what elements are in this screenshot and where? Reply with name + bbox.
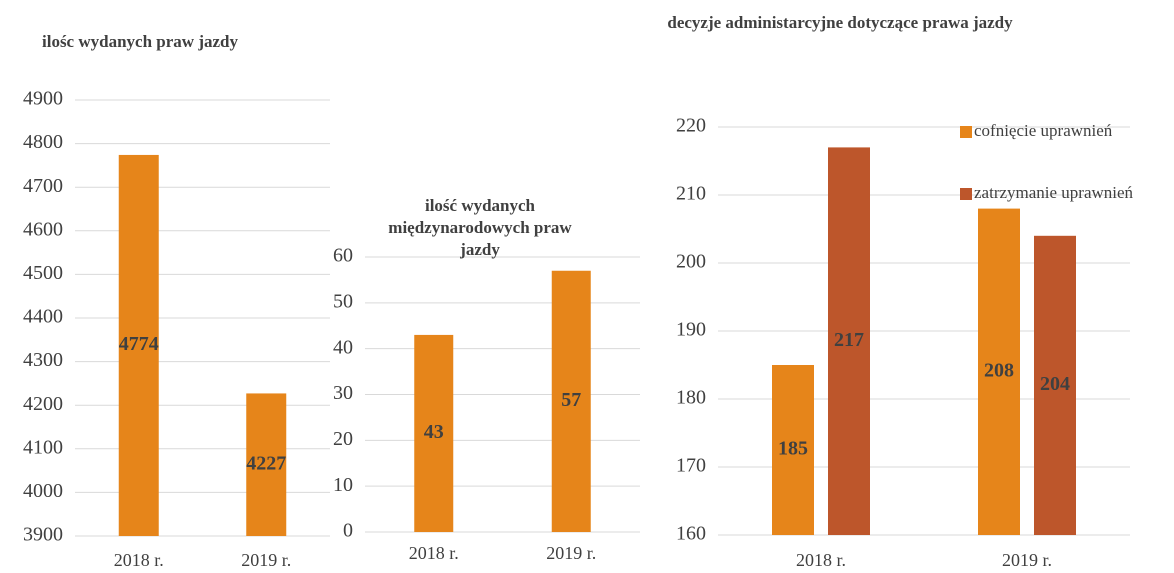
x-tick-label: 2018 r. xyxy=(796,550,846,570)
x-tick-label: 2018 r. xyxy=(409,543,459,563)
chart-title: ilośc wydanych praw jazdy xyxy=(42,32,238,51)
y-tick-label: 4200 xyxy=(23,393,63,415)
x-tick-label: 2019 r. xyxy=(1002,550,1052,570)
chart-title: decyzje administarcyjne dotyczące prawa … xyxy=(667,13,1013,32)
data-label: 4227 xyxy=(246,452,286,474)
y-tick-label: 190 xyxy=(676,319,706,341)
legend-swatch xyxy=(960,126,972,138)
y-tick-label: 160 xyxy=(676,523,706,545)
y-tick-label: 40 xyxy=(333,336,353,358)
data-label: 43 xyxy=(424,421,444,443)
y-tick-label: 210 xyxy=(676,183,706,205)
y-tick-label: 3900 xyxy=(23,524,63,546)
y-tick-label: 4900 xyxy=(23,88,63,110)
y-tick-label: 4600 xyxy=(23,218,63,240)
bar xyxy=(551,270,591,532)
y-tick-label: 200 xyxy=(676,251,706,273)
x-tick-label: 2019 r. xyxy=(241,550,291,570)
y-tick-label: 4100 xyxy=(23,436,63,458)
legend-label: zatrzymanie uprawnień xyxy=(974,183,1134,202)
data-label: 4774 xyxy=(119,333,159,355)
data-label: 57 xyxy=(561,389,581,411)
legend-label: cofnięcie uprawnień xyxy=(974,121,1113,140)
y-tick-label: 10 xyxy=(333,474,353,496)
y-tick-label: 4500 xyxy=(23,262,63,284)
bar xyxy=(246,393,287,536)
y-tick-label: 220 xyxy=(676,115,706,137)
bar xyxy=(118,154,159,536)
chart-title: ilość wydanych międzynarodowych praw jaz… xyxy=(388,196,572,259)
y-tick-label: 170 xyxy=(676,455,706,477)
bar xyxy=(1034,235,1076,536)
data-label: 185 xyxy=(778,438,808,460)
y-tick-label: 30 xyxy=(333,382,353,404)
y-tick-label: 20 xyxy=(333,428,353,450)
data-label: 204 xyxy=(1040,373,1070,395)
y-tick-label: 60 xyxy=(333,245,353,267)
y-tick-label: 180 xyxy=(676,387,706,409)
y-tick-label: 0 xyxy=(343,520,353,542)
data-label: 217 xyxy=(834,329,864,351)
x-tick-label: 2018 r. xyxy=(114,550,164,570)
y-tick-label: 4300 xyxy=(23,349,63,371)
bar xyxy=(828,147,870,535)
bar xyxy=(772,365,814,535)
bar xyxy=(414,334,454,532)
y-tick-label: 4700 xyxy=(23,175,63,197)
y-tick-label: 4400 xyxy=(23,306,63,328)
bar xyxy=(978,208,1020,535)
data-label: 208 xyxy=(984,359,1014,381)
legend-swatch xyxy=(960,188,972,200)
y-tick-label: 4000 xyxy=(23,480,63,502)
y-tick-label: 50 xyxy=(333,290,353,312)
y-tick-label: 4800 xyxy=(23,131,63,153)
x-tick-label: 2019 r. xyxy=(546,543,596,563)
